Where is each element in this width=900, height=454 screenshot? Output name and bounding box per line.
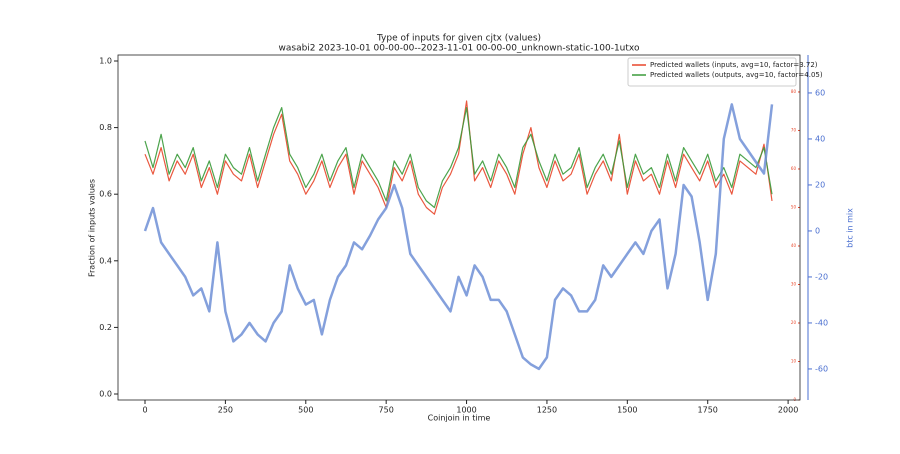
y-tick-label: 1.0 — [99, 56, 112, 65]
chart-subtitle: wasabi2 2023-10-01 00-00-00--2023-11-01 … — [279, 44, 640, 54]
y-axis-label: Fraction of inputs values — [88, 179, 97, 277]
legend-label: Predicted wallets (inputs, avg=10, facto… — [650, 61, 818, 69]
y3-tick-label: 40 — [791, 243, 797, 248]
y3-tick-label: 0 — [793, 397, 796, 402]
x-tick-label: 250 — [218, 406, 233, 415]
y3-tick-label: 50 — [791, 204, 797, 209]
series-line — [143, 103, 774, 371]
y3-tick-label: 70 — [791, 127, 797, 132]
y3-tick-label: 30 — [791, 281, 797, 286]
y2-tick-label: -40 — [815, 318, 828, 327]
x-tick-label: 1000 — [456, 406, 476, 415]
y2-tick-label: -60 — [815, 364, 828, 373]
y3-tick-label: 80 — [791, 89, 797, 94]
y-tick-label: 0.0 — [99, 390, 112, 399]
x-tick-label: 2000 — [778, 406, 798, 415]
series-line — [144, 100, 773, 215]
x-tick-label: 500 — [298, 406, 313, 415]
y2-axis-label: btc in mix — [846, 208, 855, 248]
y3-tick-label: 10 — [791, 358, 797, 363]
y-tick-label: 0.6 — [99, 190, 112, 199]
y-tick-label: 0.8 — [99, 123, 112, 132]
x-tick-label: 1750 — [698, 406, 718, 415]
x-axis-label: Coinjoin in time — [428, 414, 491, 423]
x-tick-label: 1250 — [537, 406, 557, 415]
chart-title: Type of inputs for given cjtx (values) — [376, 34, 541, 44]
y-tick-label: 0.4 — [99, 256, 112, 265]
y3-tick-label: 20 — [791, 320, 797, 325]
y2-tick-label: 60 — [815, 88, 825, 97]
y-tick-label: 0.2 — [99, 323, 112, 332]
x-tick-label: 1500 — [617, 406, 637, 415]
plot-bg — [118, 55, 800, 400]
y2-tick-label: 20 — [815, 180, 825, 189]
x-tick-label: 750 — [379, 406, 394, 415]
y2-tick-label: 40 — [815, 134, 825, 143]
y2-tick-label: 0 — [815, 226, 820, 235]
x-tick-label: 0 — [142, 406, 147, 415]
legend-label: Predicted wallets (outputs, avg=10, fact… — [650, 71, 823, 79]
plot-frame — [117, 54, 801, 401]
series-line — [144, 106, 773, 209]
y2-tick-label: -20 — [815, 272, 828, 281]
y3-tick-label: 60 — [791, 166, 797, 171]
legend-box — [627, 57, 797, 87]
